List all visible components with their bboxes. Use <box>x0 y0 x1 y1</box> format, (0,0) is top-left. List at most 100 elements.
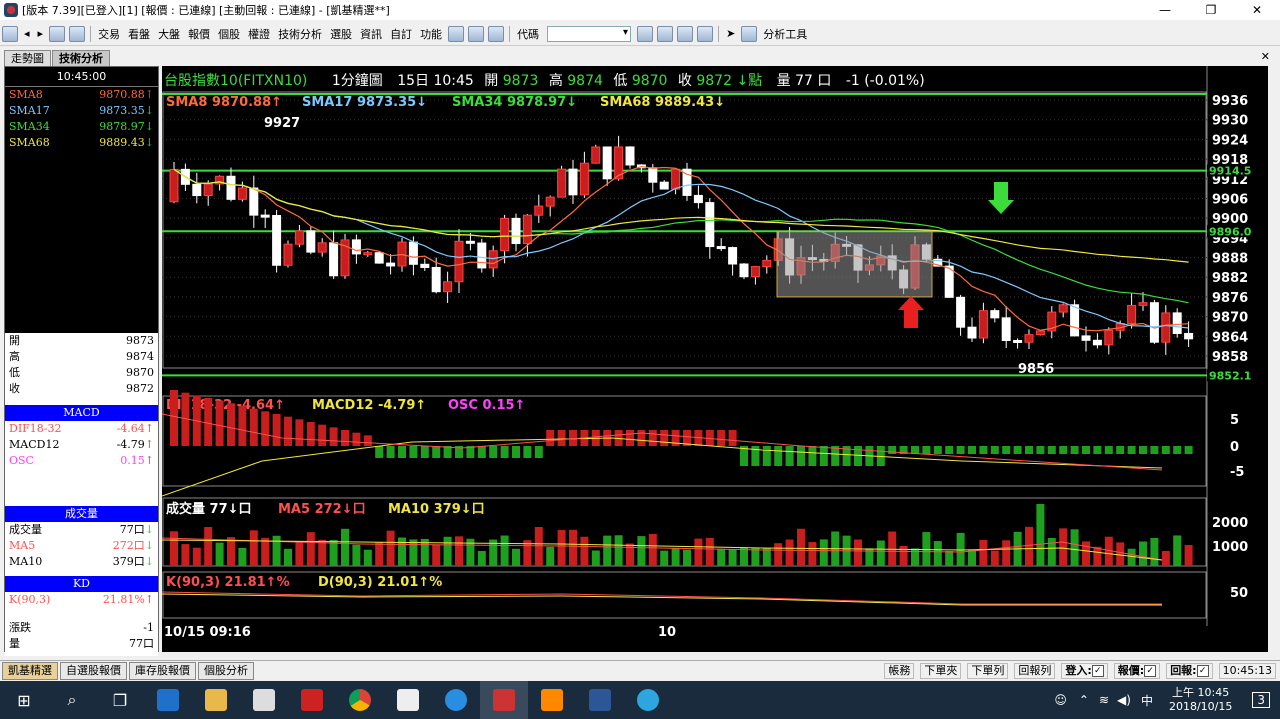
sma-legend: SMA68 9889.43↓ <box>600 95 725 110</box>
menu-analysis-tools[interactable]: 分析工具 <box>763 27 808 41</box>
volume-bar <box>990 550 999 566</box>
status-tab-analysis[interactable]: 個股分析 <box>198 661 254 680</box>
candle <box>215 175 225 185</box>
ime-indicator[interactable]: 中 <box>1140 693 1153 708</box>
people-icon[interactable]: ☺ <box>1054 693 1067 707</box>
status-tab-featured[interactable]: 凱基精選 <box>2 661 58 680</box>
app-diamond-icon[interactable] <box>528 681 576 719</box>
analysis-icon[interactable] <box>741 25 758 42</box>
menu-warrant[interactable]: 權證 <box>248 27 271 41</box>
order-folder-button[interactable]: 下單夾 <box>920 663 962 679</box>
account-button[interactable]: 帳務 <box>884 663 915 679</box>
home-icon[interactable] <box>2 25 18 42</box>
window-icon[interactable] <box>69 25 86 42</box>
print-icon[interactable] <box>49 25 66 42</box>
macd-bar <box>1013 446 1022 454</box>
zoom-icon[interactable] <box>677 25 694 42</box>
chart-area[interactable]: 台股指數10(FITXN10) 1分鐘圖 15日 10:45 開 9873 高 … <box>162 66 1268 652</box>
macd-bar <box>363 435 372 446</box>
store-icon[interactable] <box>240 681 288 719</box>
grid-icon[interactable] <box>468 25 485 42</box>
volume-bar <box>215 542 224 566</box>
menu-quote[interactable]: 報價 <box>188 27 211 41</box>
up-arrow-icon: ↑ <box>144 593 154 606</box>
minimize-button[interactable]: — <box>1159 3 1171 17</box>
candlestick-chart[interactable]: 9936993099249918991299069900989498889882… <box>162 66 1268 652</box>
menu-market[interactable]: 大盤 <box>158 27 181 41</box>
volume-bar <box>500 535 509 566</box>
task-view-icon[interactable]: ❐ <box>112 690 128 710</box>
chrome-icon[interactable] <box>336 681 384 719</box>
status-tab-watchlist[interactable]: 自選股報價 <box>60 661 127 680</box>
volume-value: 77 口 <box>795 73 832 89</box>
menu-screener[interactable]: 選股 <box>330 27 353 41</box>
macd-bar <box>420 446 429 458</box>
sma-legend: SMA8 9870.88↑ <box>166 95 282 110</box>
search-icon[interactable] <box>657 25 674 42</box>
menu-tech-analysis[interactable]: 技術分析 <box>278 27 323 41</box>
menu-watch[interactable]: 看盤 <box>128 27 151 41</box>
menu-trade[interactable]: 交易 <box>98 27 121 41</box>
system-tray: ☺ ⌃ ≋ ◀) 中 上午 10:45 2018/10/15 3 <box>1048 681 1280 719</box>
edge-icon[interactable] <box>144 681 192 719</box>
volume-bar <box>1025 526 1033 566</box>
chart-icon[interactable] <box>637 25 654 42</box>
pointer-icon[interactable]: ➤ <box>726 27 736 40</box>
back-arrow-icon[interactable]: ◂ <box>24 27 30 40</box>
candle <box>579 162 589 196</box>
time-label: 10/15 09:16 <box>164 625 251 640</box>
macd-bar <box>1002 446 1011 454</box>
report-bar-button[interactable]: 回報列 <box>1014 663 1056 679</box>
macd-row: MACD12 -4.79↑ <box>9 438 154 451</box>
time-display: 10:45:00 <box>5 67 158 87</box>
wifi-icon[interactable]: ≋ <box>1098 693 1110 707</box>
candle <box>249 187 259 216</box>
people-icon[interactable] <box>697 25 714 42</box>
telegram-icon[interactable] <box>624 681 672 719</box>
panel-frame <box>162 91 1207 369</box>
macd-bar <box>774 446 783 466</box>
volume-icon[interactable]: ◀) <box>1117 693 1131 707</box>
volume-bar <box>797 528 805 566</box>
maximize-button[interactable]: ❐ <box>1205 3 1217 17</box>
macd-bar <box>785 446 794 466</box>
close-icon[interactable]: ✕ <box>1260 50 1270 63</box>
candle <box>750 266 760 278</box>
clock[interactable]: 上午 10:45 2018/10/15 <box>1168 686 1233 713</box>
forward-arrow-icon[interactable]: ▸ <box>37 27 44 40</box>
tab-technical[interactable]: 技術分析 <box>52 50 110 66</box>
search-icon[interactable]: ⌕ <box>67 690 77 709</box>
menu-info[interactable]: 資訊 <box>360 27 383 41</box>
trading-app-icon[interactable] <box>480 681 528 719</box>
notification-icon[interactable]: 3 <box>1252 692 1270 708</box>
order-bar-button[interactable]: 下單列 <box>967 663 1009 679</box>
candle <box>317 242 327 253</box>
volume-bar <box>774 543 783 566</box>
ie-icon[interactable] <box>432 681 480 719</box>
code-input[interactable] <box>547 25 632 42</box>
chevron-up-icon[interactable]: ⌃ <box>1078 693 1089 707</box>
house-icon[interactable] <box>488 25 505 42</box>
candle <box>420 263 430 268</box>
status-tab-holdings[interactable]: 庫存股報價 <box>129 661 196 680</box>
macd-header: MACD <box>5 405 158 421</box>
menu-function[interactable]: 功能 <box>420 27 443 41</box>
tab-trend[interactable]: 走勢圖 <box>4 50 51 66</box>
time-label: 10 <box>658 625 676 640</box>
volume-bar <box>1150 538 1159 566</box>
word-icon[interactable] <box>576 681 624 719</box>
folder-icon[interactable] <box>192 681 240 719</box>
candle <box>978 310 988 339</box>
menu-stock[interactable]: 個股 <box>218 27 241 41</box>
windows-start-icon[interactable]: ⊞ <box>17 690 31 710</box>
volume-bar <box>489 539 498 566</box>
volume-bar <box>819 539 828 566</box>
mail-icon[interactable] <box>384 681 432 719</box>
macd-bar <box>956 446 965 454</box>
menu-custom[interactable]: 自訂 <box>390 27 413 41</box>
app-red-icon[interactable] <box>288 681 336 719</box>
pencil-icon[interactable] <box>448 25 465 42</box>
macd-bar <box>1070 446 1079 454</box>
candle <box>728 247 738 265</box>
close-button[interactable]: ✕ <box>1251 3 1263 17</box>
